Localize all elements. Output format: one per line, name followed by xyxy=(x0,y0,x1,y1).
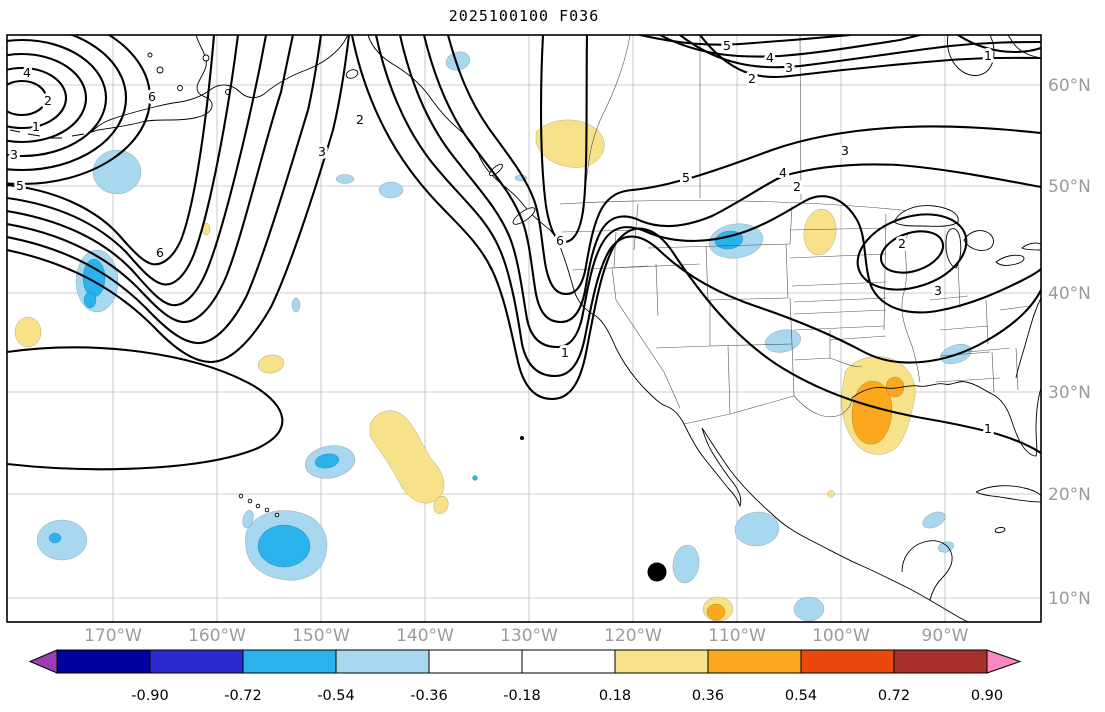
contour-label: 2 xyxy=(793,179,801,194)
colorbar-segment xyxy=(56,649,151,674)
map-border xyxy=(6,34,1042,623)
colorbar-segment xyxy=(521,649,616,674)
shading-positive-light xyxy=(14,119,916,622)
lon-tick-label: 150°W xyxy=(292,626,350,646)
grid-lines xyxy=(7,35,1041,622)
colorbar-segment xyxy=(614,649,709,674)
contour-label: 3 xyxy=(785,60,793,75)
latitude-axis: 60°N 50°N 40°N 30°N 20°N 10°N xyxy=(1048,76,1091,609)
colorbar: -0.90 -0.72 -0.54 -0.36 -0.18 0.18 0.36 … xyxy=(28,649,1022,704)
lat-tick-label: 10°N xyxy=(1048,589,1091,609)
contour-label: 3 xyxy=(318,144,326,159)
colorbar-segment xyxy=(893,649,988,674)
contour-label: 5 xyxy=(682,170,690,185)
colorbar-segment xyxy=(800,649,895,674)
lat-tick-label: 50°N xyxy=(1048,177,1091,197)
lat-tick-label: 30°N xyxy=(1048,383,1091,403)
lon-tick-label: 100°W xyxy=(812,626,870,646)
contour-label: 4 xyxy=(23,65,31,80)
lon-tick-label: 160°W xyxy=(188,626,246,646)
contour-label: 2 xyxy=(748,71,756,86)
contour-label: 2 xyxy=(44,93,52,108)
lon-tick-label: 130°W xyxy=(500,626,558,646)
lat-tick-label: 20°N xyxy=(1048,485,1091,505)
contour-labels: 4 2 1 3 5 6 6 3 2 6 1 5 4 2 3 2 3 1 5 4 xyxy=(7,35,995,439)
colorbar-segment xyxy=(242,649,337,674)
contour-label: 4 xyxy=(779,165,787,180)
lat-tick-label: 60°N xyxy=(1048,76,1091,96)
contour-label: 4 xyxy=(766,50,774,65)
contour-label: 5 xyxy=(723,38,731,53)
colorbar-tick-label: -0.54 xyxy=(317,688,355,704)
colorbar-tick-label: 0.18 xyxy=(599,688,631,704)
lon-tick-label: 120°W xyxy=(604,626,662,646)
colorbar-tick-label: -0.36 xyxy=(410,688,448,704)
lon-tick-label: 90°W xyxy=(922,626,969,646)
contour-label: 1 xyxy=(561,345,569,360)
contour-label: 6 xyxy=(148,89,156,104)
figure-title: 2025100100 F036 xyxy=(448,7,600,25)
colorbar-tick-label: -0.72 xyxy=(224,688,262,704)
contour-label: 3 xyxy=(934,283,942,298)
lon-tick-label: 140°W xyxy=(396,626,454,646)
contour-label: 2 xyxy=(356,112,364,127)
contour-label: 5 xyxy=(16,178,24,193)
colorbar-tick-label: -0.90 xyxy=(131,688,169,704)
colorbar-segment xyxy=(428,649,523,674)
contour-label: 1 xyxy=(984,421,992,436)
colorbar-segment xyxy=(707,649,802,674)
shading-negative-strong xyxy=(48,230,744,568)
colorbar-segment xyxy=(149,649,244,674)
colorbar-tick-label: 0.36 xyxy=(692,688,724,704)
lat-tick-label: 40°N xyxy=(1048,284,1091,304)
colorbar-arrow-right xyxy=(986,649,1022,674)
colorbar-tick-label: -0.18 xyxy=(503,688,541,704)
colorbar-segment xyxy=(335,649,430,674)
colorbar-tick-label: 0.54 xyxy=(785,688,817,704)
contour-label: 2 xyxy=(898,236,906,251)
contour-label: 3 xyxy=(10,147,18,162)
colorbar-tick-label: 0.90 xyxy=(971,688,1003,704)
colorbar-arrow-left xyxy=(28,649,58,674)
state-borders xyxy=(559,35,1031,425)
great-lakes xyxy=(893,205,1041,269)
contour-label: 6 xyxy=(556,233,564,248)
coastlines xyxy=(9,35,1041,622)
contour-label: 3 xyxy=(841,143,849,158)
contour-label: 1 xyxy=(32,119,40,134)
contour-label: 6 xyxy=(156,245,164,260)
lon-tick-label: 110°W xyxy=(708,626,766,646)
shading-positive-strong xyxy=(706,376,905,621)
black-dot-marker xyxy=(647,562,667,582)
longitude-axis: 170°W 160°W 150°W 140°W 130°W 120°W 110°… xyxy=(84,626,969,646)
colorbar-tick-label: 0.72 xyxy=(878,688,910,704)
lon-tick-label: 170°W xyxy=(84,626,142,646)
contour-lines xyxy=(7,35,1041,471)
contour-label: 1 xyxy=(984,48,992,63)
small-speck xyxy=(520,436,524,440)
colorbar-ticks: -0.90 -0.72 -0.54 -0.36 -0.18 0.18 0.36 … xyxy=(131,688,1003,704)
